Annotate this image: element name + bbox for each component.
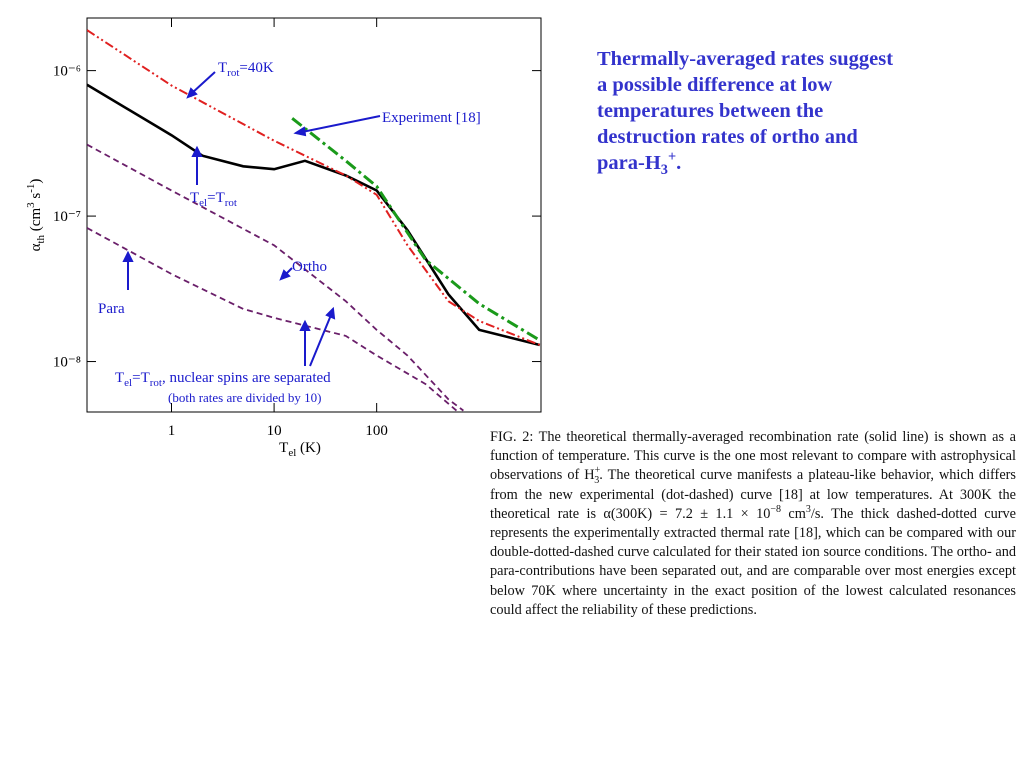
slide-heading: Thermally-averaged rates suggest a possi… (597, 48, 894, 179)
annotation: Ortho (292, 259, 327, 275)
y-tick-label: 10⁻⁸ (53, 355, 81, 371)
annotation: Tel=Trot (190, 190, 237, 209)
series-line (87, 227, 458, 412)
lines (87, 29, 541, 412)
annotation: Experiment [18] (382, 110, 481, 126)
x-tick-label: 100 (365, 423, 388, 439)
y-tick-label: 10⁻⁶ (53, 64, 81, 80)
series-line (87, 29, 541, 346)
annotation: Tel=Trot, nuclear spins are separated (115, 370, 331, 389)
annotation: Trot=40K (218, 60, 274, 79)
annotation: Para (98, 301, 125, 317)
series-line (291, 117, 541, 342)
chart: Trot=40K Experiment [18] Tel=Trot Ortho … (25, 17, 542, 459)
plot-frame (86, 17, 542, 413)
figure-caption: FIG. 2: The theoretical thermally-averag… (490, 429, 1016, 618)
x-axis-label: Tel (K) (279, 440, 321, 459)
x-tick-label: 1 (168, 423, 176, 439)
annotation: (both rates are divided by 10) (168, 390, 321, 405)
series-line (87, 143, 464, 412)
x-tick-label: 10 (267, 423, 282, 439)
y-axis-label: αth (cm3 s-1) (25, 179, 47, 252)
y-tick-label: 10⁻⁷ (53, 209, 81, 225)
arrows (122, 71, 381, 367)
